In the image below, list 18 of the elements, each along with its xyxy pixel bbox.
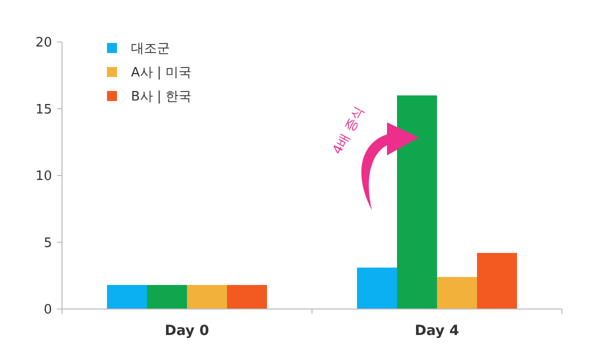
legend-label: 대조군 bbox=[131, 42, 170, 57]
y-tick-label: 20 bbox=[35, 36, 52, 51]
bar bbox=[437, 276, 477, 309]
bar bbox=[477, 252, 517, 309]
y-tick-label: 5 bbox=[44, 236, 52, 251]
x-tick-label: Day 0 bbox=[164, 323, 210, 339]
bar bbox=[357, 268, 397, 309]
legend-label: B사 | 한국 bbox=[131, 90, 192, 105]
y-tick-label: 10 bbox=[35, 169, 52, 184]
legend-label: A사 | 미국 bbox=[131, 66, 192, 81]
bar bbox=[107, 284, 147, 309]
x-tick-label: Day 4 bbox=[414, 323, 460, 339]
bar bbox=[147, 284, 187, 309]
annotation: 4배 증식 bbox=[330, 104, 368, 157]
bar bbox=[187, 284, 227, 309]
y-tick-label: 15 bbox=[35, 102, 52, 118]
y-tick-label: 0 bbox=[44, 302, 52, 318]
bar bbox=[227, 284, 267, 309]
